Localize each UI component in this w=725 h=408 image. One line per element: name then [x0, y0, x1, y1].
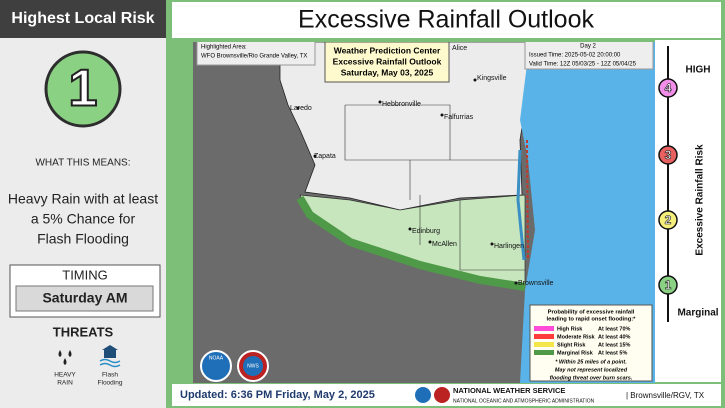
level-circle [658, 145, 678, 165]
scale-bottom: Marginal [677, 308, 718, 319]
timing-value: Saturday AM [42, 290, 127, 306]
city-label: Zapata [314, 153, 336, 160]
ocean [520, 42, 655, 383]
footer-logo [415, 387, 431, 403]
noaa-name: NATIONAL OCEANIC AND ATMOSPHERIC ADMINIS… [453, 398, 595, 404]
footer-logo [434, 387, 450, 403]
means-text: a 5% Chance for [31, 211, 136, 227]
city-dot [473, 78, 477, 82]
level-number: 1 [665, 278, 672, 292]
legend-threshold: At least 70% [598, 326, 631, 332]
legend-item: Marginal Risk [557, 350, 594, 356]
legend-note: * Within 25 miles of a point. [555, 359, 627, 365]
highlighted-box [196, 42, 316, 66]
risk-circle [44, 50, 122, 128]
county-lines [344, 104, 525, 271]
city-dot [408, 227, 412, 231]
city-label: Alice [452, 45, 467, 52]
legend-note: flooding threat over burn scars. [550, 375, 633, 381]
center-box [324, 42, 450, 83]
level-number: 2 [665, 213, 672, 227]
legend-swatch [534, 350, 554, 355]
city-label: McAllen [432, 241, 457, 248]
threat-label: Flash [102, 372, 118, 379]
level-circle [658, 78, 678, 98]
level-circle [658, 275, 678, 295]
threat-label: RAIN [57, 380, 73, 387]
laguna [516, 149, 526, 261]
means-text: Heavy Rain with at least [8, 191, 158, 207]
center-text: Excessive Rainfall Outlook [333, 56, 442, 66]
center-text: Weather Prediction Center [334, 45, 441, 55]
marginal-band [296, 195, 526, 291]
legend-threshold: At least 40% [598, 334, 631, 340]
legend-swatch [534, 342, 554, 347]
flood-icon [99, 345, 121, 368]
legend-title: leading to rapid onset flooding:* [547, 317, 637, 323]
legend-item: Moderate Risk [557, 334, 596, 340]
threats-label: THREATS [53, 324, 114, 339]
city-label: Laredo [290, 105, 312, 112]
threat-label: Flooding [98, 380, 123, 387]
nws-logo-inner [243, 356, 263, 376]
scale-axis-label: Excessive Rainfall Risk [695, 144, 706, 256]
city-dot [428, 240, 432, 244]
means-text: Flash Flooding [37, 231, 129, 247]
timing-label: TIMING [62, 267, 108, 282]
day-text: Issued Time: 2025-05-02 20:00:00 [529, 53, 621, 59]
city-label: Falfurrias [444, 114, 474, 121]
city-label: Hebbronville [382, 101, 421, 108]
level-circle [658, 210, 678, 230]
city-label: Harlingen [494, 243, 524, 250]
threat-label: HEAVY [54, 372, 76, 379]
logo-text: NOAA [209, 355, 224, 361]
city-dot [440, 113, 444, 117]
legend-item: Slight Risk [557, 342, 586, 348]
legend-threshold: At least 15% [598, 342, 631, 348]
legend-swatch [534, 334, 554, 339]
level-number: 3 [665, 148, 672, 162]
day-box [524, 42, 654, 70]
city-dot [313, 154, 317, 158]
city-dot [296, 106, 300, 110]
timing-value-box [15, 285, 154, 312]
highlighted-text: WFO Brownsville/Rio Grande Valley, TX [201, 54, 307, 60]
means-label: WHAT THIS MEANS: [35, 158, 130, 169]
legend-swatch [534, 326, 554, 331]
city-dot [514, 281, 518, 285]
day-text: Day 2 [580, 44, 596, 50]
risk-level: 1 [69, 60, 98, 118]
day-text: Valid Time: 12Z 05/03/25 - 12Z 05/04/25 [529, 62, 637, 68]
city-label: Kingsville [477, 75, 507, 82]
legend-note: May not represent localized [555, 367, 628, 373]
city-dot [378, 100, 382, 104]
updated: Updated: 6:36 PM Friday, May 2, 2025 [180, 389, 375, 401]
map: Highlighted Area: WFO Brownsville/Rio Gr… [193, 42, 655, 383]
city-label: Edinburg [412, 228, 440, 235]
highlighted-text: Highlighted Area: [201, 45, 247, 51]
title-bg [172, 2, 721, 38]
sidebar-header-bg [0, 0, 166, 38]
rain-icon [58, 350, 72, 365]
nws-name: NATIONAL WEATHER SERVICE [453, 386, 565, 395]
legend-item: High Risk [557, 326, 583, 332]
coastline [526, 139, 529, 261]
noaa-logo [200, 350, 232, 382]
title: Excessive Rainfall Outlook [298, 6, 594, 34]
legend-title: Probability of excessive rainfall [548, 310, 635, 316]
office: | Brownsville/RGV, TX [626, 391, 705, 400]
city-label: Brownsville [518, 280, 554, 287]
city-dot [490, 242, 494, 246]
scale-top: HIGH [686, 65, 711, 76]
sidebar-header: Highest Local Risk [11, 10, 154, 27]
logo-text: NWS [247, 363, 259, 369]
level-number: 4 [665, 81, 672, 95]
legend-threshold: At least 5% [598, 350, 627, 356]
center-text: Saturday, May 03, 2025 [341, 67, 434, 77]
